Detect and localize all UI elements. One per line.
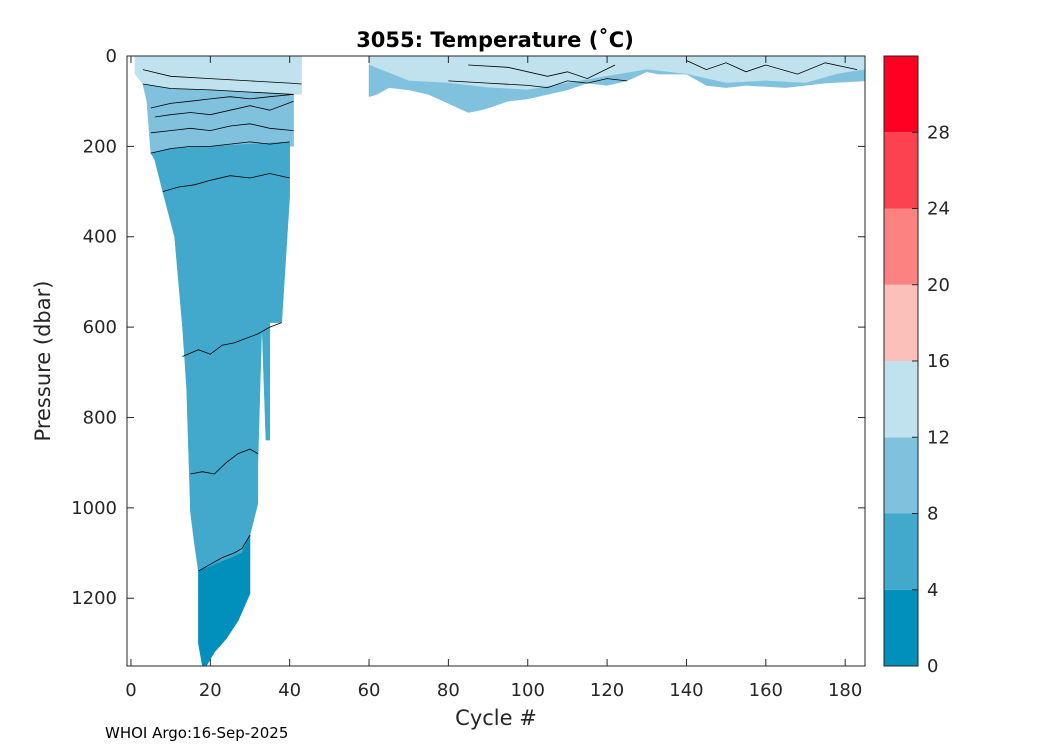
contour-line-12-11 <box>468 64 616 80</box>
x-tick-label: 140 <box>669 680 703 701</box>
colorbar-tick-label: 8 <box>927 504 938 525</box>
x-tick-label: 60 <box>358 680 381 701</box>
colorbar-swatch <box>884 589 918 666</box>
chart-title: 3055: Temperature (˚C) <box>356 28 634 52</box>
colorbar-swatch <box>884 513 918 590</box>
colorbar: 0 4 8 12 16 20 24 28 <box>883 55 950 677</box>
colorbar-tick-label: 12 <box>927 427 950 448</box>
x-tick-label: 40 <box>278 680 301 701</box>
x-axis-label: Cycle # <box>455 706 537 730</box>
colorbar-swatch <box>884 56 918 133</box>
contour-line-9-4 <box>150 123 294 134</box>
contour-lines <box>142 60 858 572</box>
colorbar-tick-label: 24 <box>927 199 950 220</box>
contour-line-5-8 <box>190 448 259 475</box>
x-tick-label: 80 <box>437 680 460 701</box>
x-tick-label: 100 <box>511 680 545 701</box>
contour-line-11-2 <box>150 94 294 109</box>
plot-frame <box>126 55 866 667</box>
plot-area: 0 20 40 60 80 100 120 140 160 180 0 200 400 600 800 10… <box>71 46 866 701</box>
filled-contours <box>134 56 865 666</box>
contour-line-11-10 <box>448 78 627 89</box>
contour-line-12-1 <box>142 83 294 95</box>
band-tail-8-12 <box>368 64 865 113</box>
contour-line-8-5 <box>150 141 290 154</box>
contour-line-4-9 <box>198 534 251 572</box>
contour-line-13-12 <box>686 60 858 75</box>
contour-line-10-3 <box>154 100 294 118</box>
x-tick-label: 160 <box>749 680 783 701</box>
y-tick-label: 400 <box>83 227 117 248</box>
colorbar-swatch <box>884 361 918 438</box>
y-axis-label: Pressure (dbar) <box>31 281 55 442</box>
colorbar-swatch <box>884 208 918 285</box>
y-tick-label: 1000 <box>71 498 117 519</box>
x-axis: 0 20 40 60 80 100 120 140 160 180 <box>125 56 862 701</box>
x-tick-label: 120 <box>590 680 624 701</box>
colorbar-swatch <box>884 437 918 514</box>
band-band-0-4 <box>198 534 251 666</box>
colorbar-tick-label: 20 <box>927 275 950 296</box>
colorbar-tick-label: 16 <box>927 351 950 372</box>
footer-stamp: WHOI Argo:16-Sep-2025 <box>105 724 289 742</box>
contour-line-7-6 <box>162 173 290 192</box>
contour-line-14-0 <box>142 69 302 85</box>
x-tick-label: 0 <box>125 680 136 701</box>
y-tick-label: 600 <box>83 317 117 338</box>
y-tick-label: 200 <box>83 136 117 157</box>
y-tick-label: 0 <box>106 46 117 67</box>
contour-line-6-7 <box>182 322 282 357</box>
y-tick-label: 1200 <box>71 588 117 609</box>
colorbar-tick-label: 0 <box>927 656 938 677</box>
y-tick-label: 800 <box>83 407 117 428</box>
colorbar-tick-label: 28 <box>927 122 950 143</box>
y-axis: 0 200 400 600 800 1000 1200 <box>71 46 865 609</box>
colorbar-swatch <box>884 132 918 209</box>
x-tick-label: 20 <box>199 680 222 701</box>
x-tick-label: 180 <box>828 680 862 701</box>
colorbar-swatch <box>884 284 918 361</box>
colorbar-tick-label: 4 <box>927 580 938 601</box>
